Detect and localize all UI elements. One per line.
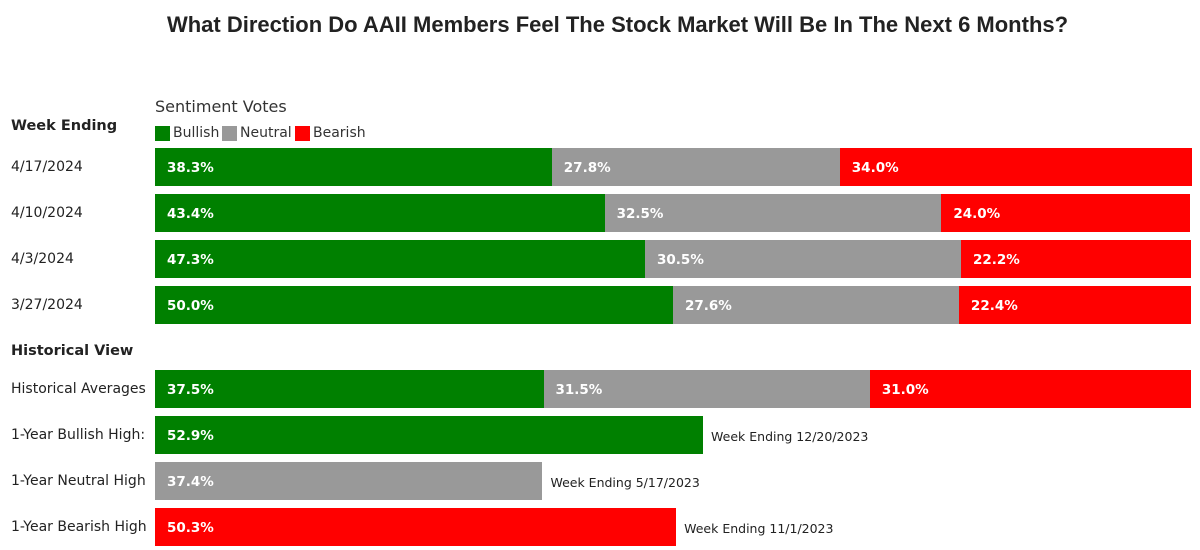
bar-segment-bearish [941,194,1190,232]
legend-item-neutral: Neutral [222,125,292,141]
data-label-neutral: 27.6% [685,298,732,314]
legend-label-bearish: Bearish [313,125,366,141]
bar-note: Week Ending 5/17/2023 [550,475,700,490]
bar-segment-bearish [155,508,677,546]
data-label-bullish: 50.0% [167,298,214,314]
bar-note: Week Ending 11/1/2023 [684,521,834,536]
data-label-neutral: 31.5% [555,382,603,398]
data-label-bearish: 24.0% [953,206,1001,222]
data-label-neutral: 27.8% [563,160,611,176]
bar-segment-neutral [604,194,942,232]
legend-title: Sentiment Votes [155,97,287,116]
row-label: 1-Year Neutral High [11,473,146,489]
legend-item-bearish: Bearish [295,125,366,141]
bar-segment-bullish [155,240,646,278]
legend-swatch-bearish [295,125,310,141]
row-label: 1-Year Bearish High [11,519,147,535]
row-label: 4/10/2024 [11,205,83,221]
bar-segment-bearish [961,240,1191,278]
data-label-bullish: 43.4% [167,206,214,222]
bar-segment-bullish [155,416,704,454]
data-label-neutral: 32.5% [616,206,664,222]
bar-segment-bullish [155,148,552,186]
bar-segment-neutral [155,462,543,500]
legend-swatch-bullish [155,125,170,141]
section-label-week-ending: Week Ending [11,118,118,134]
data-label-bullish: 47.3% [167,252,214,268]
row-label: 3/27/2024 [11,297,83,313]
bar-segment-bearish [869,370,1191,408]
data-label-bearish: 31.0% [881,382,929,398]
bar-segment-neutral [645,240,961,278]
bar-segment-bullish [155,370,544,408]
data-label-bearish: 50.3% [167,520,214,536]
section-label-historical-view: Historical View [11,343,134,359]
row-label: 1-Year Bullish High: [11,427,146,443]
data-label-bullish: 52.9% [167,428,214,444]
legend-item-bullish: Bullish [155,125,219,141]
chart-title: What Direction Do AAII Members Feel The … [166,12,1069,37]
legend-label-neutral: Neutral [240,125,292,141]
legend-label-bullish: Bullish [173,125,220,141]
bar-segment-bearish [839,148,1193,186]
data-label-bearish: 22.4% [970,298,1018,314]
bar-segment-bullish [155,286,673,324]
row-label: 4/3/2024 [11,251,74,267]
row-label: Historical Averages [11,381,146,397]
legend-swatch-neutral [222,125,237,141]
data-label-bullish: 37.5% [167,382,214,398]
data-label-neutral: 37.4% [167,474,214,490]
data-label-bullish: 38.3% [167,160,214,176]
bar-segment-bearish [958,286,1191,324]
row-label: 4/17/2024 [11,159,83,175]
data-label-bearish: 22.2% [973,252,1020,268]
data-label-neutral: 30.5% [657,252,704,268]
bar-segment-neutral [551,148,840,186]
bar-note: Week Ending 12/20/2023 [711,429,869,444]
bar-segment-neutral [543,370,870,408]
bar-segment-bullish [155,194,605,232]
bar-segment-neutral [673,286,959,324]
data-label-bearish: 34.0% [851,160,899,176]
